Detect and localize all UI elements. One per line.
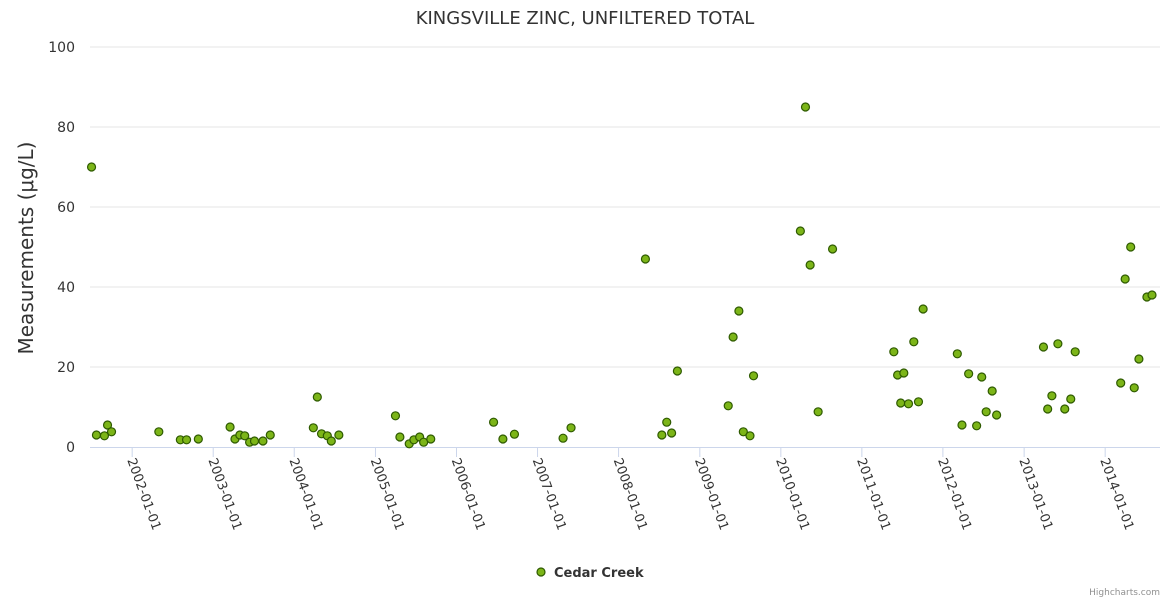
data-point[interactable] — [558, 433, 568, 443]
data-point[interactable] — [91, 430, 102, 440]
data-point[interactable] — [672, 366, 682, 376]
y-tick-label: 100 — [48, 40, 75, 56]
data-point[interactable] — [899, 368, 909, 378]
gridlines — [90, 46, 1160, 368]
data-point[interactable] — [99, 431, 110, 441]
data-point[interactable] — [240, 431, 250, 441]
data-point[interactable] — [795, 226, 805, 236]
credits-link[interactable]: Highcharts.com — [1089, 588, 1160, 598]
data-point[interactable] — [723, 401, 733, 411]
data-point[interactable] — [395, 432, 405, 442]
data-point[interactable] — [913, 397, 924, 407]
y-tick-label: 80 — [57, 120, 75, 136]
data-point[interactable] — [249, 436, 260, 446]
data-point[interactable] — [1038, 342, 1049, 352]
data-point[interactable] — [181, 435, 192, 445]
data-point[interactable] — [918, 304, 928, 314]
y-tick-label: 20 — [57, 360, 75, 376]
data-point[interactable] — [909, 337, 919, 347]
data-point[interactable] — [1120, 274, 1130, 284]
data-point[interactable] — [498, 434, 508, 444]
data-point[interactable] — [972, 421, 982, 431]
data-point[interactable] — [992, 410, 1002, 420]
data-point[interactable] — [1126, 242, 1136, 252]
data-point[interactable] — [889, 347, 899, 357]
data-point[interactable] — [964, 369, 974, 379]
data-point[interactable] — [987, 386, 997, 396]
data-point[interactable] — [390, 411, 401, 421]
y-tick-label: 0 — [66, 440, 75, 456]
y-axis-ticks: 0 20 40 60 80 100 — [48, 40, 75, 456]
data-point[interactable] — [738, 427, 748, 437]
data-points — [86, 102, 1157, 449]
data-point[interactable] — [728, 332, 738, 342]
data-point[interactable] — [896, 398, 906, 408]
data-point[interactable] — [1070, 347, 1080, 357]
data-point[interactable] — [957, 420, 967, 430]
data-point[interactable] — [106, 427, 117, 437]
data-point[interactable] — [1053, 339, 1063, 349]
data-point[interactable] — [952, 349, 962, 359]
data-point[interactable] — [1134, 354, 1144, 364]
data-point[interactable] — [805, 260, 815, 270]
data-point[interactable] — [86, 162, 97, 172]
legend-label[interactable]: Cedar Creek — [554, 566, 644, 581]
data-point[interactable] — [154, 427, 164, 437]
data-point[interactable] — [903, 399, 914, 409]
data-point[interactable] — [667, 428, 677, 438]
data-point[interactable] — [657, 430, 667, 440]
data-point[interactable] — [509, 429, 520, 439]
data-point[interactable] — [265, 430, 275, 440]
data-point[interactable] — [1047, 391, 1057, 401]
data-point[interactable] — [1147, 290, 1157, 300]
legend[interactable]: Cedar Creek — [536, 566, 644, 581]
data-point[interactable] — [488, 417, 499, 427]
data-point[interactable] — [1043, 404, 1053, 414]
data-point[interactable] — [1116, 378, 1126, 388]
data-point[interactable] — [1066, 394, 1076, 404]
data-point[interactable] — [426, 434, 436, 444]
data-point[interactable] — [566, 423, 576, 433]
y-axis-label: Measurements (μg/L) — [14, 142, 38, 355]
data-point[interactable] — [326, 436, 336, 446]
data-point[interactable] — [258, 436, 268, 446]
data-point[interactable] — [800, 102, 811, 112]
data-point[interactable] — [748, 371, 759, 381]
data-point[interactable] — [312, 392, 322, 402]
data-point[interactable] — [640, 254, 651, 264]
data-point[interactable] — [334, 430, 344, 440]
data-point[interactable] — [662, 417, 672, 427]
data-point[interactable] — [813, 407, 823, 417]
data-point[interactable] — [734, 306, 744, 316]
data-point[interactable] — [827, 244, 838, 254]
data-point[interactable] — [1060, 404, 1070, 414]
data-point[interactable] — [981, 407, 991, 417]
y-tick-label: 40 — [57, 280, 75, 296]
data-point[interactable] — [977, 372, 987, 382]
data-point[interactable] — [1129, 383, 1139, 393]
data-point[interactable] — [308, 423, 318, 433]
data-point[interactable] — [225, 422, 235, 432]
data-point[interactable] — [102, 420, 113, 430]
data-point[interactable] — [193, 434, 203, 444]
y-tick-label: 60 — [57, 200, 75, 216]
chart-title: KINGSVILLE ZINC, UNFILTERED TOTAL — [416, 8, 755, 29]
data-point[interactable] — [745, 431, 755, 441]
legend-marker-icon — [536, 567, 546, 577]
